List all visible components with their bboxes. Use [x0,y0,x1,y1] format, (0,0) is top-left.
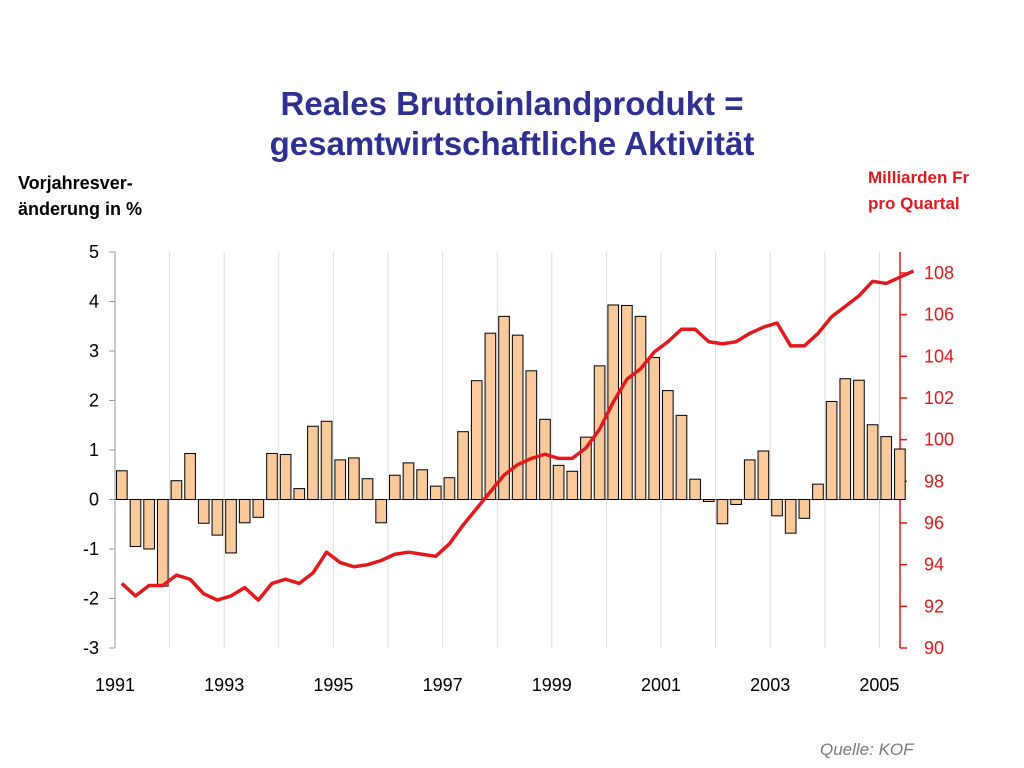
bar [743,459,756,500]
bar [511,334,524,500]
bar [552,464,565,501]
left-tick-label: 4 [89,292,99,312]
bar [648,356,660,500]
left-axis-title: Vorjahresver- änderung in % [18,170,142,222]
chart-title: Reales Bruttoinlandprodukt = gesamtwirts… [0,84,1024,164]
bar [812,483,824,500]
bar [416,469,428,500]
bar [156,499,169,587]
x-tick-label: 2003 [750,675,790,695]
bar [238,499,251,524]
chart-title-line-2: gesamtwirtschaftliche Aktivität [269,125,755,162]
x-tick-label: 2005 [859,675,899,695]
bar [443,477,456,501]
right-axis-title-line-1: Milliarden Fr [868,168,970,187]
bar [402,462,415,500]
bar [798,499,811,519]
bar [771,499,783,517]
right-tick-label: 108 [924,263,954,283]
bar [307,425,319,500]
bar [716,499,729,525]
chart-title-line-1: Reales Bruttoinlandprodukt = [280,85,744,122]
right-axis-title: Milliarden Fr pro Quartal [868,165,969,217]
bar [634,315,647,500]
left-tick-label: 2 [89,391,99,411]
x-tick-label: 1995 [313,675,353,695]
right-axis-title-line-2: pro Quartal [868,194,960,213]
bar [730,499,742,505]
bar [197,499,210,524]
bar [320,420,333,501]
bar [498,315,510,500]
right-tick-label: 106 [924,305,954,325]
bar [225,499,237,554]
bar [880,436,893,501]
bar [853,379,865,501]
line-series [120,269,915,602]
bar [539,418,551,500]
source-note: Quelle: KOF [820,740,914,759]
bar [266,452,278,500]
bar [375,499,388,524]
left-axis-title-line-1: Vorjahresver- [18,173,133,193]
bar [839,378,852,500]
bar [866,424,879,500]
bar [211,499,224,536]
bar [143,499,155,550]
bar [252,499,265,518]
right-tick-label: 102 [924,388,954,408]
bar [389,474,401,500]
x-tick-label: 1993 [204,675,244,695]
left-tick-label: 1 [89,440,99,460]
grid-lines [169,252,880,648]
left-tick-label: 0 [89,490,99,510]
right-tick-label: 92 [924,596,944,616]
right-tick-label: 100 [924,430,954,450]
bar [184,452,196,500]
bar [484,332,497,500]
bar [621,304,633,500]
bar [170,480,183,501]
bar [825,400,838,500]
right-tick-label: 94 [924,555,944,575]
bar [675,414,688,501]
bar [361,478,374,500]
bar [470,380,483,501]
bar [894,448,906,501]
x-tick-label: 2001 [641,675,681,695]
bar [429,485,442,501]
bar [334,459,347,500]
bar [784,499,797,534]
x-tick-label: 1999 [532,675,572,695]
right-tick-label: 96 [924,513,944,533]
bar [279,453,292,501]
left-tick-label: 3 [89,341,99,361]
x-tick-label: 1991 [95,675,135,695]
bar [293,488,306,500]
bar [566,470,579,500]
bar [689,478,701,501]
bar [525,370,538,500]
left-tick-label: 5 [89,242,99,262]
bar [129,499,142,548]
left-tick-label: -1 [83,539,99,559]
bar [662,390,674,501]
bar [702,499,715,502]
bar [580,436,592,501]
x-tick-label: 1997 [423,675,463,695]
right-tick-label: 98 [924,471,944,491]
left-axis-title-line-2: änderung in % [18,199,143,219]
left-tick-label: -2 [83,589,99,609]
bar [593,365,606,500]
bar-series [116,304,906,587]
left-tick-label: -3 [83,638,99,658]
right-tick-label: 104 [924,346,954,366]
bar [757,450,770,500]
right-tick-label: 90 [924,638,944,658]
bar [348,457,360,501]
bar [116,470,128,501]
bar [457,431,469,500]
